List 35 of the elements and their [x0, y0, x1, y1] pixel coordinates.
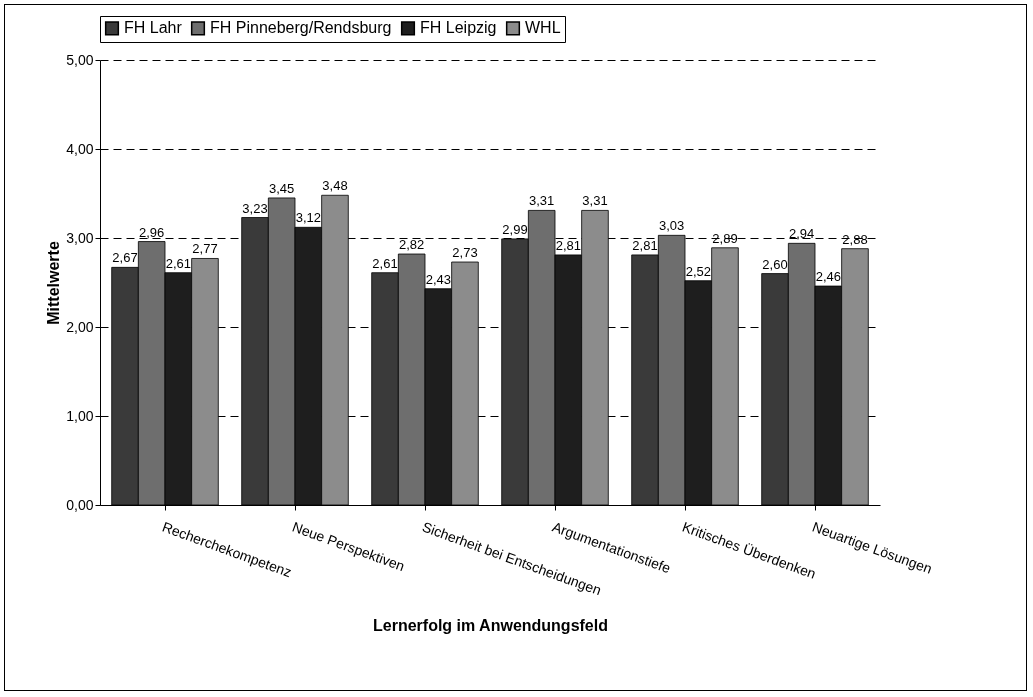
data-label: 2,94 — [789, 226, 815, 242]
data-label: 2,99 — [502, 221, 528, 237]
data-label: 2,52 — [685, 263, 711, 279]
data-label: 3,48 — [322, 178, 348, 194]
data-label: 2,67 — [112, 250, 138, 266]
data-label: 2,46 — [815, 269, 841, 285]
y-tick-label: 3,00 — [66, 229, 94, 246]
data-label: 2,96 — [139, 224, 165, 240]
y-tick-label: 0,00 — [66, 496, 94, 513]
data-label: 2,77 — [192, 241, 218, 257]
data-label: 2,81 — [555, 237, 581, 253]
data-label: 2,82 — [399, 237, 425, 253]
y-axis-title: Mittelwerte — [45, 241, 63, 325]
legend-label: FH Leipzig — [420, 19, 497, 37]
data-label: 2,73 — [452, 245, 478, 261]
data-label: 2,61 — [372, 255, 398, 271]
data-label: 3,12 — [295, 210, 321, 226]
legend-label: WHL — [525, 19, 561, 37]
data-label: 3,31 — [582, 193, 608, 209]
y-tick-label: 4,00 — [66, 140, 94, 157]
y-tick-label: 2,00 — [66, 318, 94, 335]
data-label: 2,61 — [165, 255, 191, 271]
data-label: 3,45 — [269, 180, 295, 196]
y-tick-label: 1,00 — [66, 407, 94, 424]
data-label: 2,43 — [425, 271, 451, 287]
legend-label: FH Pinneberg/Rendsburg — [210, 19, 392, 37]
legend-label: FH Lahr — [124, 19, 183, 37]
y-tick-label: 5,00 — [66, 51, 94, 68]
data-label: 3,31 — [529, 193, 555, 209]
data-label: 2,88 — [842, 231, 868, 247]
data-label: 2,81 — [632, 237, 658, 253]
data-label: 3,23 — [242, 200, 268, 216]
data-label: 3,03 — [659, 218, 685, 234]
x-axis-title: Lernerfolg im Anwendungsfeld — [373, 617, 608, 635]
data-label: 2,60 — [762, 256, 788, 272]
